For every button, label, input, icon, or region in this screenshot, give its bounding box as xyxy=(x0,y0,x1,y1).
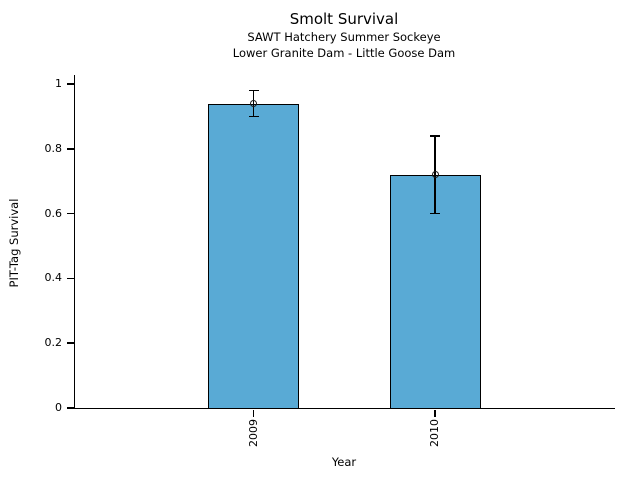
y-tick-mark xyxy=(67,148,74,150)
bar-2009 xyxy=(208,103,299,410)
chart-subtitle-line1: SAWT Hatchery Summer Sockeye xyxy=(247,30,441,44)
error-bar-cap-bottom xyxy=(430,212,440,215)
error-bar-cap-bottom xyxy=(248,115,259,118)
y-tick-mark xyxy=(67,342,74,344)
chart-subtitle-line2: Lower Granite Dam - Little Goose Dam xyxy=(232,46,456,60)
x-tick-label: 2010 xyxy=(428,419,441,447)
x-tick-mark xyxy=(434,409,436,417)
y-tick-label: 0.6 xyxy=(44,206,63,220)
x-axis-label: Year xyxy=(331,455,357,469)
error-bar-cap-top xyxy=(430,135,440,137)
chart-title: Smolt Survival xyxy=(289,10,399,28)
y-tick-mark xyxy=(67,277,74,280)
y-tick-mark xyxy=(67,407,74,409)
y-tick-mark xyxy=(67,212,74,215)
y-tick-label: 0 xyxy=(55,401,62,414)
y-tick-label: 0.2 xyxy=(44,336,63,350)
x-tick-label: 2009 xyxy=(246,419,260,447)
y-tick-label: 1 xyxy=(55,77,62,91)
point-marker xyxy=(431,171,439,179)
y-tick-label: 0.4 xyxy=(44,271,63,285)
plot-area xyxy=(74,75,615,409)
error-bar-cap-top xyxy=(248,89,259,92)
y-tick-mark xyxy=(67,83,74,85)
y-axis-label: PIT-Tag Survival xyxy=(7,198,21,288)
x-tick-mark xyxy=(252,409,255,417)
point-marker xyxy=(250,100,257,107)
y-tick-label: 0.8 xyxy=(44,141,63,155)
